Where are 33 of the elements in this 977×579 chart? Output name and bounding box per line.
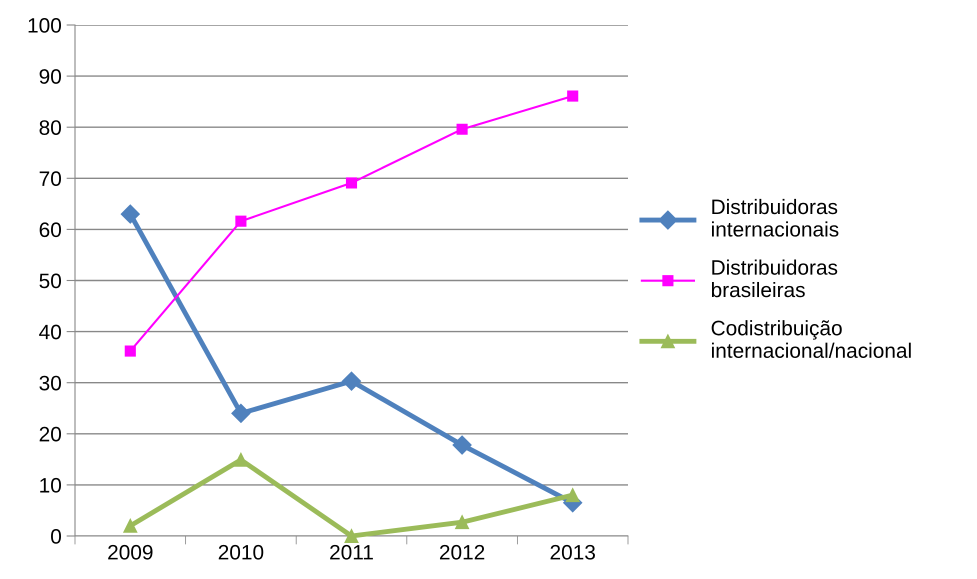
x-tick-label: 2013 [550,544,595,560]
point [567,90,578,102]
y-tick-label: 10 [40,478,61,493]
y-tick-label: 0 [51,529,61,544]
x-tick-label: 2009 [108,544,152,560]
y-tick-label: 30 [39,376,61,390]
x-tick-label: 2011 [330,544,373,560]
legend-label: Codistribuição internacional/nacional [712,320,911,358]
y-tick-label: 70 [40,171,61,186]
point [123,518,138,533]
point [120,204,140,224]
y-tick-label: 90 [40,69,61,84]
y-tick-label: 20 [40,426,61,442]
point [455,515,470,530]
point [456,124,468,135]
point [346,177,358,188]
legend-label: Distribuidoras brasileiras [712,260,838,298]
y-tick-label: 50 [39,274,61,288]
y-tick-label: 60 [40,222,61,238]
x-tick-label: 2012 [440,544,484,560]
y-tick-label: 80 [40,120,61,135]
legend-label: Distribuidoras internacionais [712,198,838,237]
point [566,488,580,502]
point [452,436,472,455]
point [342,372,362,391]
y-tick-label: 40 [39,324,61,340]
x-tick-label: 2010 [218,544,264,560]
point [235,216,246,227]
point [231,404,250,423]
point [124,345,136,357]
point [234,452,248,467]
y-tick-label: 100 [28,18,61,33]
point [344,529,358,543]
